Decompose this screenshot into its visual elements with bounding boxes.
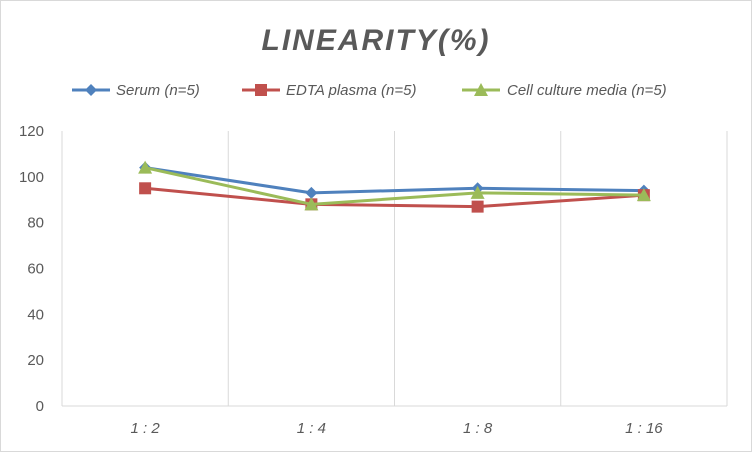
legend-label-cell-culture-media: Cell culture media (n=5): [507, 82, 667, 99]
legend-label-edta-plasma: EDTA plasma (n=5): [286, 82, 416, 99]
legend-marker-edta-plasma: [255, 84, 267, 96]
chart-title: LINEARITY(%): [262, 24, 491, 57]
data-point: [304, 197, 319, 211]
x-axis: 1 : 2 1 : 4 1 : 8 1 : 16: [62, 405, 727, 437]
y-axis: 0 20 40 60 80 100 120: [19, 123, 63, 415]
y-tick-label: 120: [19, 123, 44, 140]
x-tick-label: 1 : 4: [297, 420, 326, 437]
legend-label-serum: Serum (n=5): [116, 82, 200, 99]
grid: [227, 131, 728, 406]
y-tick-label: 20: [27, 352, 44, 369]
legend-item-cell-culture-media: Cell culture media (n=5): [462, 82, 667, 99]
y-tick-label: 100: [19, 169, 44, 186]
legend-item-serum: Serum (n=5): [72, 82, 200, 99]
legend: Serum (n=5) EDTA plasma (n=5) Cell cultu…: [72, 82, 667, 99]
series-line: [144, 166, 644, 195]
data-point: [470, 185, 485, 199]
legend-item-edta-plasma: EDTA plasma (n=5): [242, 82, 416, 99]
series-layer: [138, 160, 651, 213]
y-tick-label: 60: [27, 261, 44, 278]
y-tick-label: 80: [27, 215, 44, 232]
x-tick-label: 1 : 16: [625, 420, 663, 437]
data-point: [471, 200, 484, 213]
data-point: [636, 188, 651, 202]
data-point: [305, 186, 318, 199]
legend-marker-cell-culture-media: [474, 83, 488, 96]
x-tick-label: 1 : 2: [131, 420, 161, 437]
series-2: [138, 160, 651, 211]
series-line: [144, 186, 644, 209]
series-line: [144, 166, 644, 206]
y-tick-label: 0: [36, 398, 44, 415]
legend-marker-serum: [85, 84, 97, 96]
data-point: [138, 160, 153, 174]
x-tick-label: 1 : 8: [463, 420, 493, 437]
data-point: [139, 182, 152, 195]
y-tick-label: 40: [27, 306, 44, 323]
